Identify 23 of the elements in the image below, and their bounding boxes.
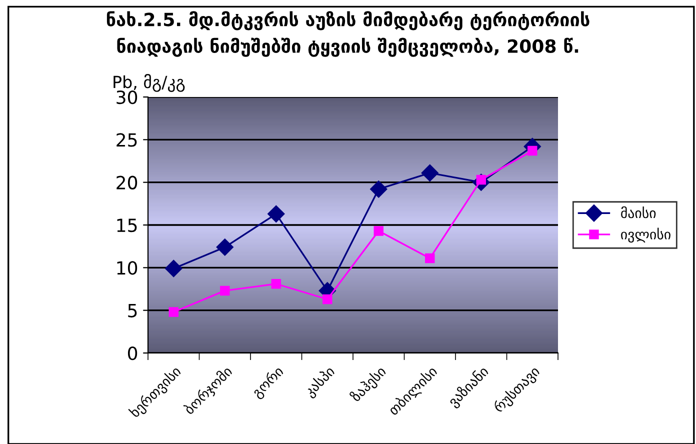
point [528, 146, 538, 156]
y-axis-title: Pb, მგ/კგ [114, 74, 185, 92]
y-tick-label: 0 [128, 346, 138, 360]
point [322, 294, 332, 304]
legend-label: ივლისი [621, 228, 670, 243]
point [271, 279, 281, 289]
point [268, 205, 285, 222]
point [168, 307, 178, 317]
point [374, 226, 384, 236]
point [370, 180, 388, 198]
y-tick-label: 5 [128, 304, 137, 318]
point [165, 260, 182, 278]
legend-label: მაისი [621, 206, 656, 218]
y-tick-label: 20 [116, 176, 138, 190]
point [220, 286, 230, 296]
point [421, 164, 438, 182]
y-tick-label: 30 [116, 90, 138, 104]
y-tick-label: 10 [117, 261, 138, 275]
point [216, 238, 234, 256]
y-tick-label: 25 [116, 133, 137, 147]
y-tick-label: 15 [117, 218, 137, 232]
chart-title: ნახ.2.5. მდ.მტკვრის აუზის მიმდებარე ტერიტორიის ნიადაგის ნიმუშებში ტყვიის შემცველობა, 2008 წ. [106, 11, 590, 57]
point [425, 253, 435, 264]
